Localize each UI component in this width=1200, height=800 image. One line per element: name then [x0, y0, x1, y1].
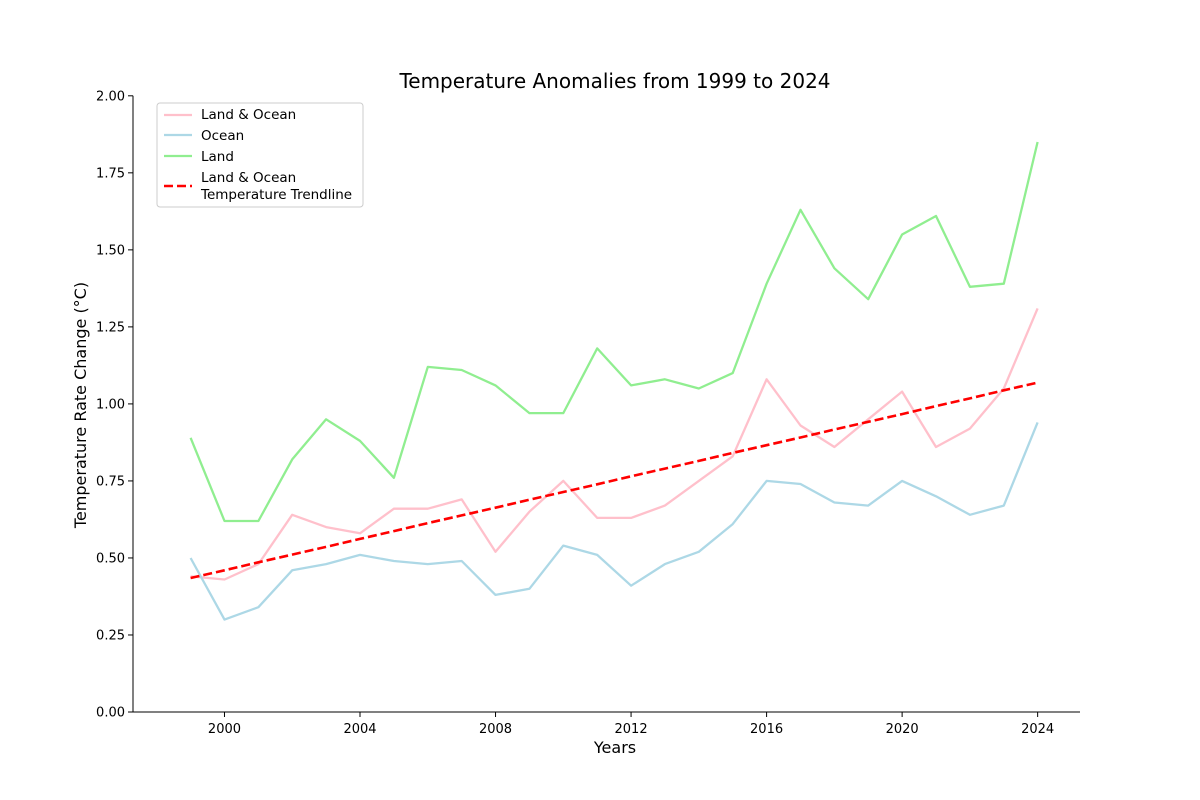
- x-tick-label: 2000: [208, 722, 241, 737]
- series-line-1: [189, 421, 1039, 621]
- series-line-2: [189, 141, 1039, 523]
- legend-label-3: Land & Ocean: [201, 170, 296, 186]
- legend-box: [156, 102, 364, 208]
- axes: 2000 2004 2008 2012 2016 2020 2024 0.00 0.25 0.50…: [96, 89, 1080, 737]
- y-tick-label: 1.25: [96, 320, 125, 335]
- series-line-0: [190, 307, 1039, 581]
- y-tick-label: 2.00: [96, 89, 125, 104]
- y-tick-label: 0.25: [96, 628, 125, 643]
- series-line-3: [190, 381, 1038, 580]
- y-tick-label: 0.00: [96, 706, 125, 721]
- x-tick-label: 2004: [343, 722, 376, 737]
- x-tick-label: 2008: [479, 722, 512, 737]
- legend-label-2: Land: [201, 149, 234, 165]
- y-axis-label: Temperature Rate Change (°C): [71, 282, 90, 529]
- plot-area: [189, 141, 1039, 621]
- x-tick-label: 2016: [750, 722, 783, 737]
- y-tick-label: 1.75: [96, 166, 125, 181]
- chart-title: Temperature Anomalies from 1999 to 2024: [398, 69, 830, 93]
- x-axis-label: Years: [593, 738, 636, 757]
- x-tick-label: 2024: [1021, 722, 1054, 737]
- y-tick-label: 0.50: [96, 551, 125, 566]
- x-tick-label: 2020: [886, 722, 919, 737]
- y-tick-label: 1.00: [96, 397, 125, 412]
- x-tick-label: 2012: [615, 722, 648, 737]
- y-tick-label: 0.75: [96, 474, 125, 489]
- legend-label-3: Temperature Trendline: [200, 187, 352, 203]
- y-tick-label: 1.50: [96, 243, 125, 258]
- legend-label-0: Land & Ocean: [201, 107, 296, 123]
- legend-label-1: Ocean: [201, 128, 244, 144]
